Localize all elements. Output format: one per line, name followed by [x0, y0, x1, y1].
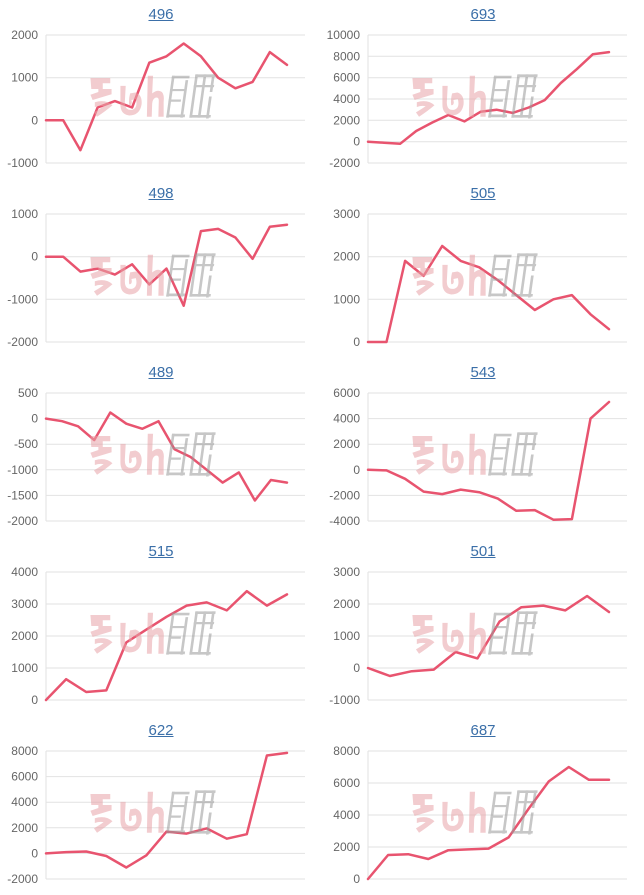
- svg-text:-1500: -1500: [7, 488, 38, 502]
- svg-text:4000: 4000: [11, 565, 38, 579]
- svg-text:0: 0: [353, 661, 360, 675]
- svg-text:0: 0: [353, 335, 360, 349]
- svg-text:0: 0: [31, 693, 38, 707]
- svg-text:1000: 1000: [333, 292, 360, 306]
- svg-text:0: 0: [31, 412, 38, 426]
- svg-text:1000: 1000: [333, 629, 360, 643]
- svg-text:-1000: -1000: [7, 156, 38, 170]
- svg-text:0: 0: [31, 113, 38, 127]
- svg-text:2000: 2000: [333, 597, 360, 611]
- svg-text:2000: 2000: [333, 250, 360, 264]
- svg-text:-1000: -1000: [7, 463, 38, 477]
- svg-text:6000: 6000: [333, 386, 360, 400]
- svg-text:-2000: -2000: [7, 514, 38, 528]
- svg-text:1000: 1000: [11, 661, 38, 675]
- svg-text:0: 0: [353, 872, 360, 886]
- svg-text:4000: 4000: [333, 92, 360, 106]
- svg-text:2000: 2000: [333, 437, 360, 451]
- svg-text:3000: 3000: [11, 597, 38, 611]
- svg-text:-4000: -4000: [329, 514, 360, 528]
- svg-text:3000: 3000: [333, 565, 360, 579]
- svg-text:2000: 2000: [11, 629, 38, 643]
- svg-text:-2000: -2000: [7, 335, 38, 349]
- svg-text:10000: 10000: [327, 28, 361, 42]
- svg-text:0: 0: [353, 135, 360, 149]
- svg-text:1000: 1000: [11, 71, 38, 85]
- svg-text:6000: 6000: [11, 770, 38, 784]
- svg-text:-2000: -2000: [7, 872, 38, 886]
- svg-text:500: 500: [18, 386, 38, 400]
- svg-text:0: 0: [353, 463, 360, 477]
- svg-text:1000: 1000: [11, 207, 38, 221]
- svg-text:8000: 8000: [333, 744, 360, 758]
- svg-text:4000: 4000: [11, 795, 38, 809]
- svg-text:-1000: -1000: [329, 693, 360, 707]
- svg-text:-2000: -2000: [329, 156, 360, 170]
- svg-text:4000: 4000: [333, 808, 360, 822]
- svg-text:6000: 6000: [333, 71, 360, 85]
- svg-text:-1000: -1000: [7, 292, 38, 306]
- svg-text:3000: 3000: [333, 207, 360, 221]
- svg-text:8000: 8000: [333, 49, 360, 63]
- svg-text:2000: 2000: [333, 840, 360, 854]
- svg-text:-2000: -2000: [329, 488, 360, 502]
- svg-text:8000: 8000: [11, 744, 38, 758]
- svg-text:2000: 2000: [11, 28, 38, 42]
- svg-text:0: 0: [31, 250, 38, 264]
- svg-text:-500: -500: [14, 437, 38, 451]
- svg-text:4000: 4000: [333, 412, 360, 426]
- svg-text:2000: 2000: [11, 821, 38, 835]
- svg-text:0: 0: [31, 846, 38, 860]
- svg-text:2000: 2000: [333, 113, 360, 127]
- svg-text:6000: 6000: [333, 776, 360, 790]
